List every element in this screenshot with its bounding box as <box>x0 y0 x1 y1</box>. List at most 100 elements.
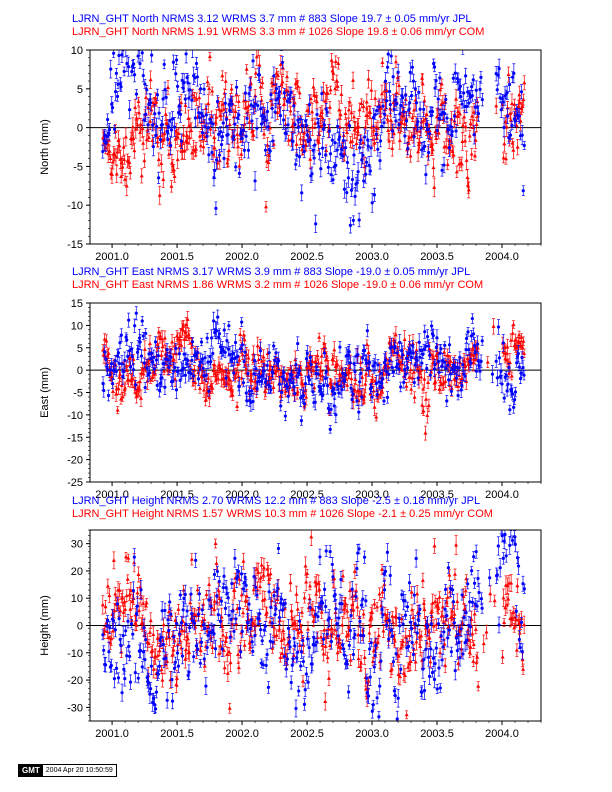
data-point-circle <box>182 80 186 85</box>
data-point-triangle <box>291 369 296 374</box>
data-point-triangle <box>256 43 260 47</box>
data-point-circle <box>396 70 400 74</box>
data-point-triangle <box>316 360 321 365</box>
data-point-circle <box>476 112 481 116</box>
data-point-triangle <box>319 353 324 358</box>
data-point-triangle <box>138 122 143 127</box>
data-point-circle <box>359 138 363 142</box>
data-point-circle <box>320 92 324 96</box>
data-point-circle <box>199 87 203 91</box>
data-point-triangle <box>408 153 413 158</box>
data-point-circle <box>110 106 115 110</box>
data-point-triangle <box>128 170 133 175</box>
data-point-triangle <box>170 339 175 344</box>
data-point-circle <box>314 222 318 226</box>
data-point-circle <box>173 125 177 129</box>
data-point-triangle <box>349 376 354 381</box>
data-point-triangle <box>333 86 338 91</box>
data-point-triangle <box>181 132 186 137</box>
data-point-triangle <box>235 144 240 149</box>
data-point-circle <box>251 59 255 63</box>
data-point-triangle <box>171 167 176 171</box>
data-point-circle <box>379 139 383 143</box>
data-point-circle <box>179 139 184 143</box>
data-point-circle <box>219 143 224 147</box>
data-point-triangle <box>244 366 249 371</box>
data-point-circle <box>148 97 152 102</box>
data-point-circle <box>443 111 447 116</box>
data-point-triangle <box>300 381 305 386</box>
data-point-triangle <box>439 81 444 86</box>
data-point-circle <box>277 93 281 98</box>
data-point-triangle <box>369 125 374 129</box>
data-point-circle <box>194 61 199 66</box>
data-point-triangle <box>181 323 186 328</box>
data-point-triangle <box>463 124 468 129</box>
data-point-triangle <box>194 97 199 101</box>
data-point-triangle <box>436 130 441 135</box>
data-point-triangle <box>331 71 336 75</box>
data-point-triangle <box>118 372 123 376</box>
data-point-circle <box>495 88 499 92</box>
data-point-triangle <box>234 370 239 375</box>
data-point-circle <box>117 53 121 58</box>
data-point-circle <box>256 103 260 108</box>
data-point-circle <box>387 89 392 94</box>
data-point-circle <box>517 114 521 118</box>
data-point-triangle <box>123 385 128 390</box>
data-point-triangle <box>183 103 188 107</box>
data-point-triangle <box>236 99 241 104</box>
data-point-triangle <box>223 369 228 373</box>
data-point-circle <box>357 218 361 222</box>
data-point-triangle <box>337 124 342 129</box>
data-point-triangle <box>295 389 300 394</box>
data-point-circle <box>368 169 372 173</box>
data-point-circle <box>224 117 229 121</box>
data-point-triangle <box>192 94 197 99</box>
data-point-triangle <box>124 183 129 188</box>
data-point-circle <box>450 129 454 134</box>
data-point-triangle <box>172 174 177 179</box>
data-point-triangle <box>494 103 499 108</box>
data-point-circle <box>171 60 176 64</box>
data-point-triangle <box>216 376 221 381</box>
data-point-triangle <box>356 124 361 129</box>
data-point-circle <box>201 114 205 118</box>
data-point-triangle <box>413 97 418 102</box>
data-point-circle <box>371 116 376 120</box>
data-point-triangle <box>311 84 316 89</box>
data-point-circle <box>381 104 385 108</box>
data-point-triangle <box>468 121 473 126</box>
data-point-triangle <box>226 148 231 152</box>
x-tick-label: 2001.5 <box>160 251 194 263</box>
data-point-triangle <box>132 148 137 153</box>
data-point-triangle <box>369 87 374 92</box>
data-point-triangle <box>244 67 249 71</box>
data-point-circle <box>272 74 276 78</box>
data-point-triangle <box>141 371 146 376</box>
data-point-triangle <box>267 125 272 130</box>
data-point-triangle <box>222 90 227 95</box>
data-point-triangle <box>395 75 400 80</box>
data-point-triangle <box>425 153 430 158</box>
data-point-circle <box>507 82 512 87</box>
data-point-circle <box>437 116 441 121</box>
data-point-triangle <box>208 126 213 131</box>
data-point-circle <box>356 170 360 174</box>
data-point-circle <box>125 61 129 66</box>
data-point-circle <box>422 107 426 111</box>
data-point-circle <box>444 97 448 102</box>
data-point-triangle <box>219 108 224 113</box>
data-point-circle <box>255 126 259 130</box>
data-point-triangle <box>280 79 285 84</box>
data-point-triangle <box>207 86 212 91</box>
data-point-circle <box>200 131 205 135</box>
y-tick-label: -10 <box>67 200 83 212</box>
data-point-triangle <box>457 111 462 116</box>
data-point-triangle <box>280 387 285 392</box>
data-point-triangle <box>136 99 141 104</box>
data-point-circle <box>203 125 207 129</box>
data-point-triangle <box>197 133 202 138</box>
data-point-triangle <box>462 114 467 119</box>
data-point-triangle <box>104 338 109 343</box>
